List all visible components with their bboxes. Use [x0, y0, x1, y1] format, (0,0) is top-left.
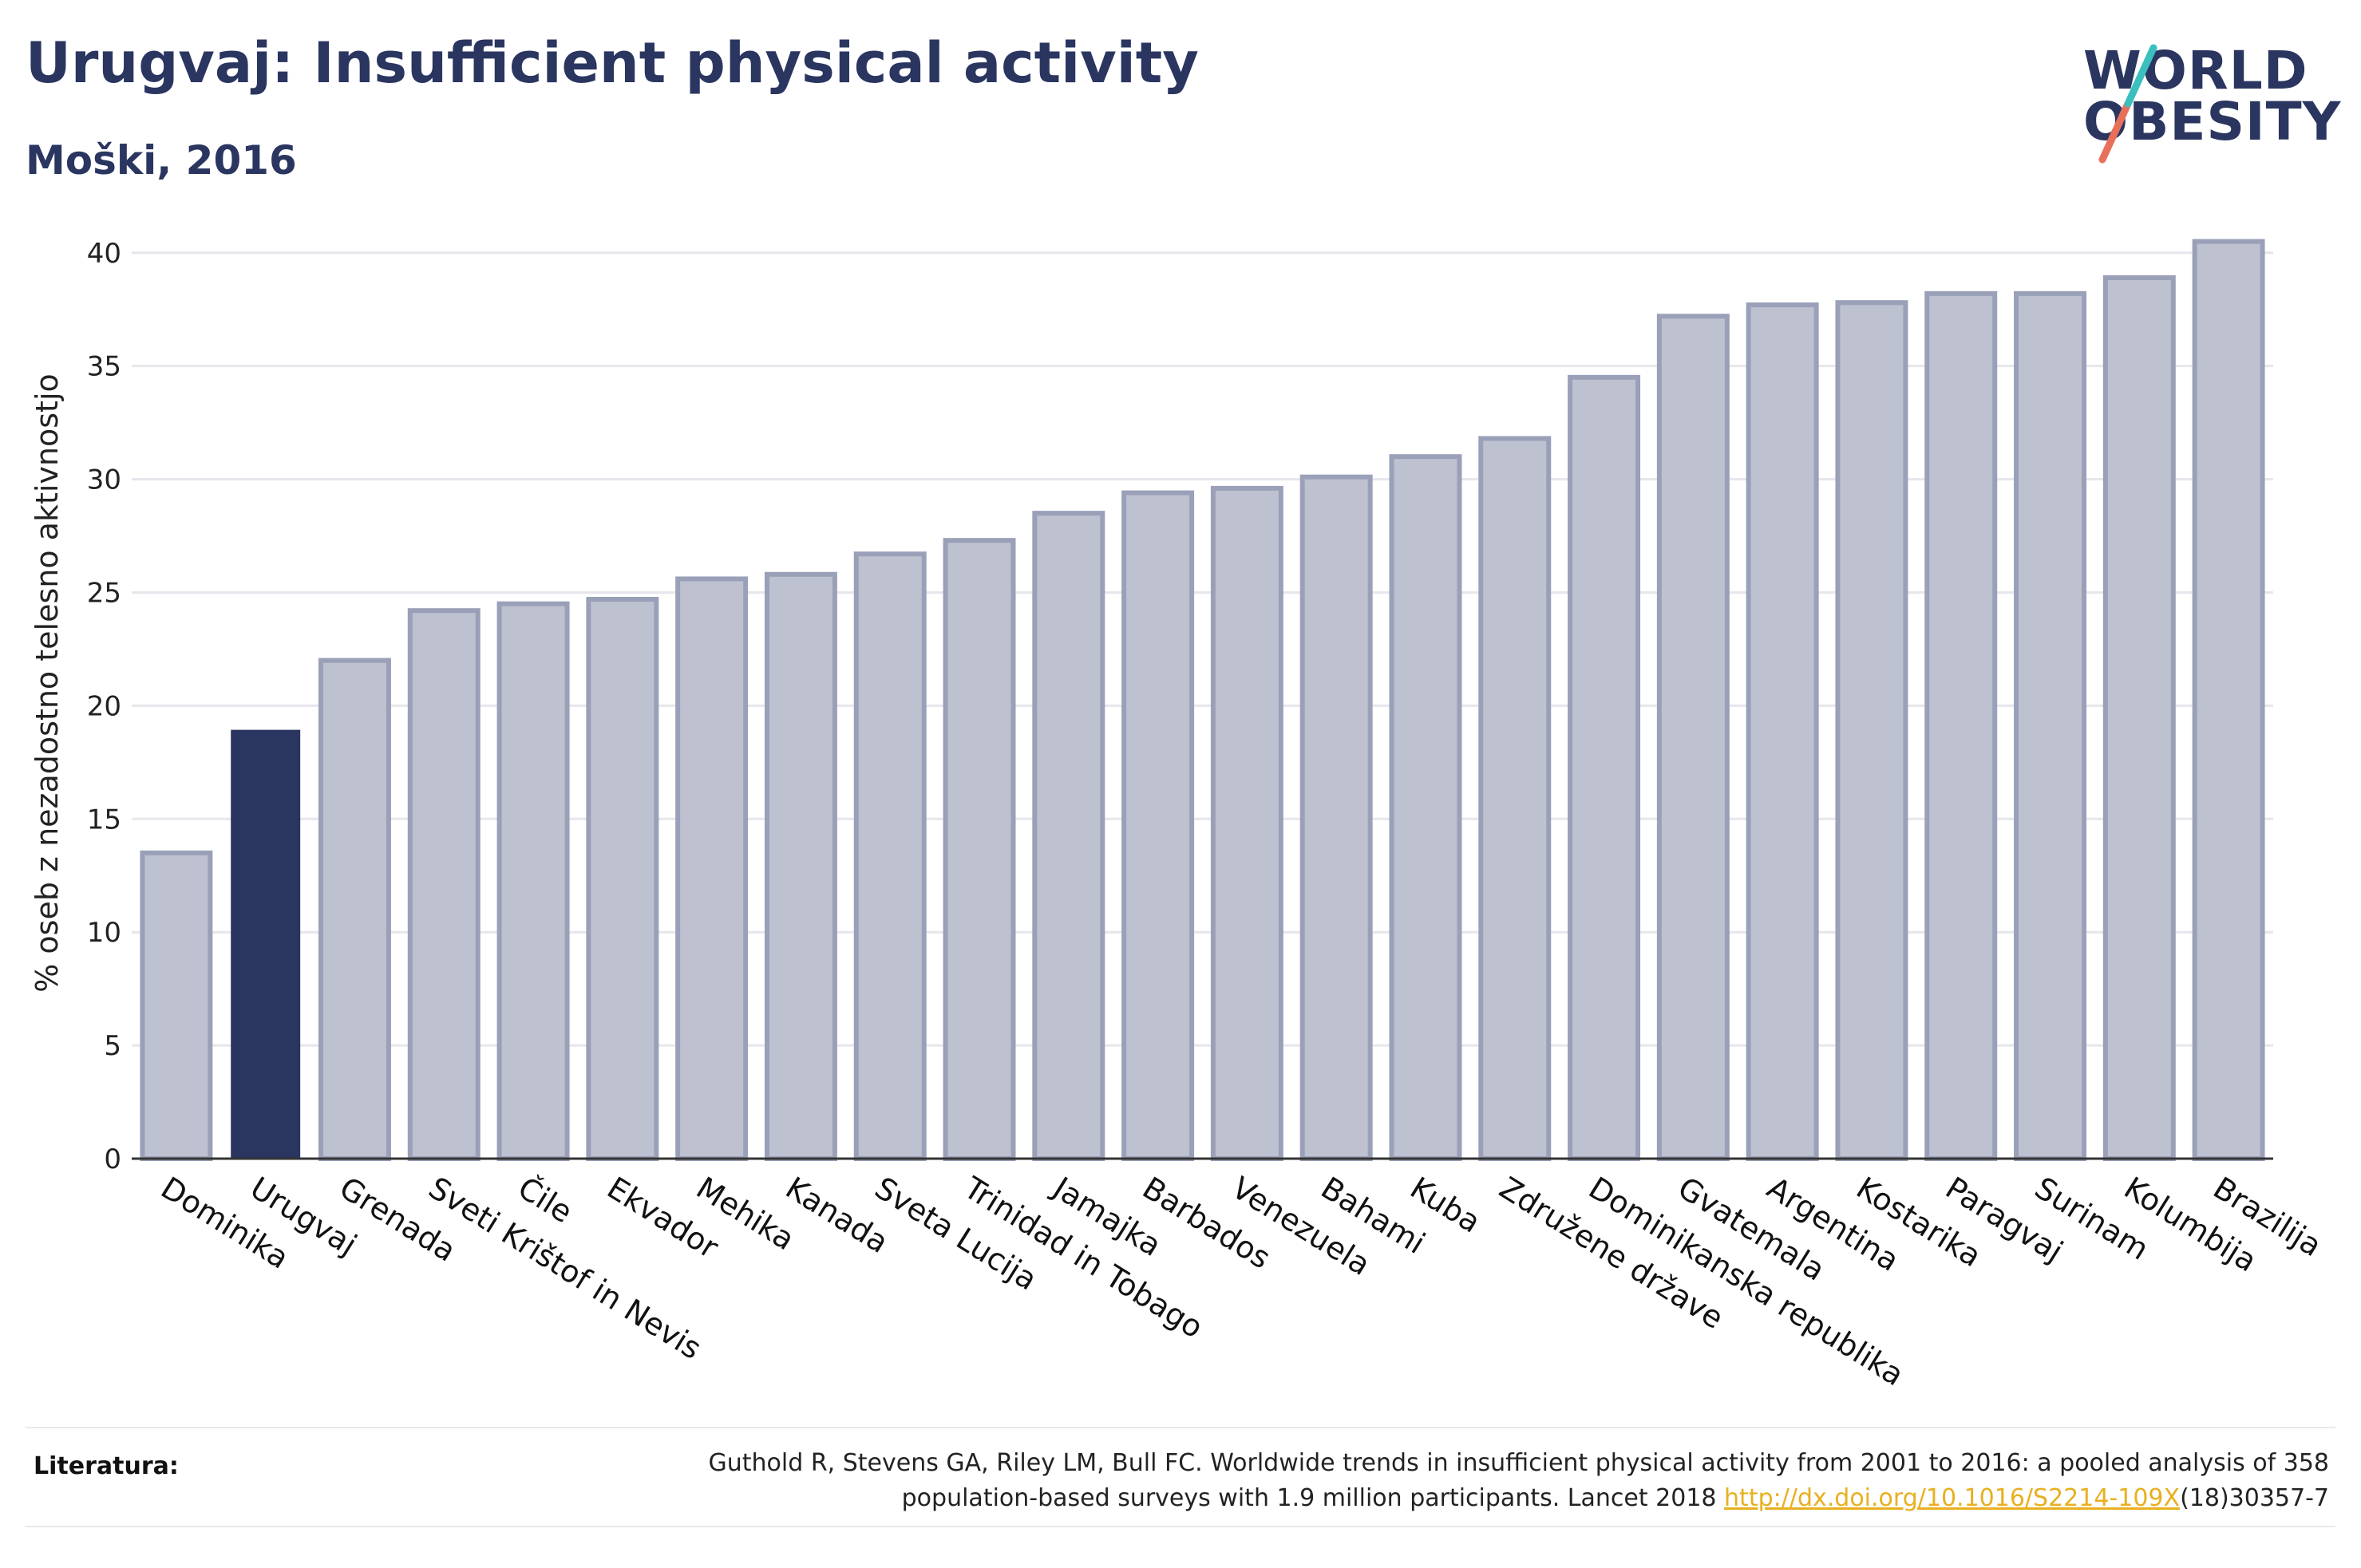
bar-16	[1568, 374, 1641, 1162]
reference-citation-end: (18)30357-7	[2180, 1484, 2329, 1512]
bar-0	[140, 850, 213, 1162]
bar-17	[1656, 314, 1730, 1162]
logo-slash-icon	[2098, 44, 2157, 164]
world-obesity-logo: WORLD OBESITY	[2083, 24, 2347, 168]
y-tick-label: 15	[87, 804, 121, 835]
y-tick-label: 20	[87, 690, 121, 722]
bar-3	[407, 608, 481, 1161]
bar-18	[1746, 302, 1819, 1161]
bar-23	[2192, 239, 2265, 1162]
y-tick-label: 10	[87, 917, 121, 949]
reference-divider-top	[26, 1427, 2335, 1428]
y-tick-label: 25	[87, 577, 121, 609]
y-tick-label: 5	[104, 1030, 121, 1062]
bar-10	[1032, 511, 1105, 1161]
page-title: Urugvaj: Insufficient physical activity	[26, 30, 1199, 96]
bar-2	[318, 658, 391, 1161]
bar-12	[1210, 485, 1283, 1161]
y-axis-label: % oseb z nezadostno telesno aktivnostjo	[30, 373, 65, 993]
bar-22	[2102, 274, 2176, 1161]
bar-8	[853, 551, 927, 1161]
bar-19	[1835, 300, 1908, 1162]
y-tick-label: 30	[87, 464, 121, 496]
reference-doi-link[interactable]: http://dx.doi.org/10.1016/S2214-109X	[1724, 1484, 2181, 1512]
bar-1	[231, 729, 301, 1159]
logo-word-world: WORLD	[2083, 40, 2308, 101]
y-tick-label: 40	[87, 238, 121, 270]
references-text: Guthold R, Stevens GA, Riley LM, Bull FC…	[573, 1446, 2329, 1516]
reference-citation: Guthold R, Stevens GA, Riley LM, Bull FC…	[708, 1449, 2329, 1512]
bar-9	[943, 538, 1016, 1161]
y-tick-label: 35	[87, 351, 121, 383]
bar-13	[1299, 474, 1373, 1161]
bar-20	[1924, 290, 1998, 1161]
bar-14	[1389, 454, 1462, 1161]
y-tick-label: 0	[104, 1143, 121, 1175]
bar-21	[2014, 290, 2087, 1161]
references-label: Literatura:	[34, 1452, 179, 1480]
bar-15	[1478, 436, 1552, 1161]
page-subtitle: Moški, 2016	[26, 137, 297, 184]
bar-5	[586, 596, 659, 1161]
bar-7	[764, 571, 837, 1161]
bar-6	[675, 576, 749, 1161]
bar-4	[496, 601, 570, 1161]
bar-chart: 0 5 10 15 20 25 30 35 40 % oseb z nezadostno tele…	[30, 238, 2327, 1393]
x-tick-label: Kanada	[780, 1170, 895, 1260]
reference-divider-bottom	[26, 1526, 2335, 1527]
bar-11	[1121, 490, 1195, 1161]
